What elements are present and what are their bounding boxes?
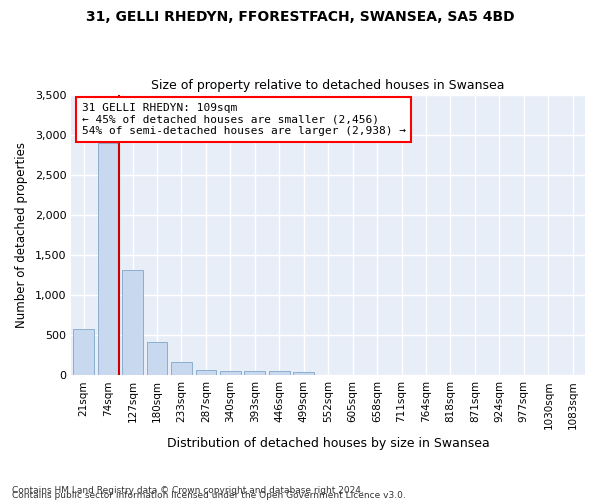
Bar — [293, 372, 314, 375]
Y-axis label: Number of detached properties: Number of detached properties — [15, 142, 28, 328]
Bar — [146, 342, 167, 375]
Bar — [269, 371, 290, 375]
Text: Contains public sector information licensed under the Open Government Licence v3: Contains public sector information licen… — [12, 491, 406, 500]
Bar — [73, 328, 94, 375]
Text: 31 GELLI RHEDYN: 109sqm
← 45% of detached houses are smaller (2,456)
54% of semi: 31 GELLI RHEDYN: 109sqm ← 45% of detache… — [82, 103, 406, 136]
Bar — [244, 371, 265, 375]
Text: Contains HM Land Registry data © Crown copyright and database right 2024.: Contains HM Land Registry data © Crown c… — [12, 486, 364, 495]
Bar — [171, 362, 192, 375]
Title: Size of property relative to detached houses in Swansea: Size of property relative to detached ho… — [151, 79, 505, 92]
X-axis label: Distribution of detached houses by size in Swansea: Distribution of detached houses by size … — [167, 437, 490, 450]
Bar — [122, 270, 143, 375]
Bar — [220, 371, 241, 375]
Text: 31, GELLI RHEDYN, FFORESTFACH, SWANSEA, SA5 4BD: 31, GELLI RHEDYN, FFORESTFACH, SWANSEA, … — [86, 10, 514, 24]
Bar — [98, 142, 119, 375]
Bar — [196, 370, 217, 375]
